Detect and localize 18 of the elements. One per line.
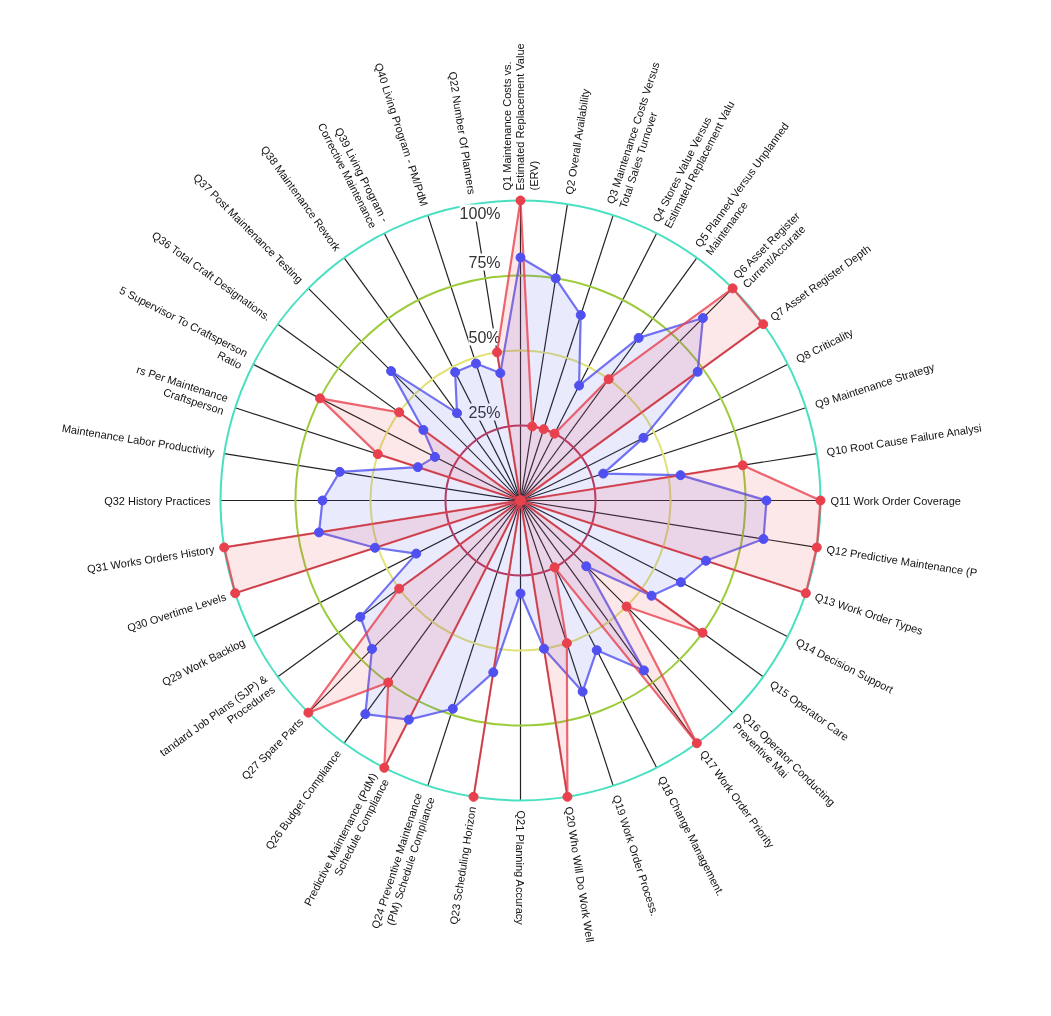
- spoke-label: Q20 Who Will Do Work Well: [563, 805, 597, 944]
- spoke-label: Q23 Scheduling Horizon: [447, 805, 478, 926]
- spoke-label: Q13 Work Order Types: [813, 590, 925, 637]
- spoke-label: Q30 Overtime Levels: [125, 590, 228, 634]
- spoke-label: Q11 Work Order Coverage: [830, 494, 961, 507]
- spoke-label: Maintenance Labor Productivity: [61, 421, 216, 459]
- spoke-label: Q12 Predictive Maintenance (P: [825, 543, 978, 579]
- y-tick-label: 100%: [459, 204, 501, 222]
- spoke-label: Q31 Works Orders History: [86, 542, 216, 576]
- y-tick-label: 75%: [468, 253, 501, 271]
- spoke-label: Q21 Planning Accuracy: [514, 810, 527, 926]
- spoke-label: Q2 Overall Availability: [563, 87, 592, 196]
- spoke-label: Q10 Root Cause Failure Analysi: [825, 421, 983, 458]
- y-tick-label: 25%: [468, 403, 501, 421]
- spoke-label: Q19 Work Order Process.: [610, 793, 662, 918]
- spoke-label: Q1 Maintenance Costs vs. Estimated Replacement Value (ERV): [501, 43, 540, 191]
- spoke-label: Q32 History Practices: [104, 494, 211, 507]
- spoke-label: Q22 Number Of Planners: [446, 70, 479, 196]
